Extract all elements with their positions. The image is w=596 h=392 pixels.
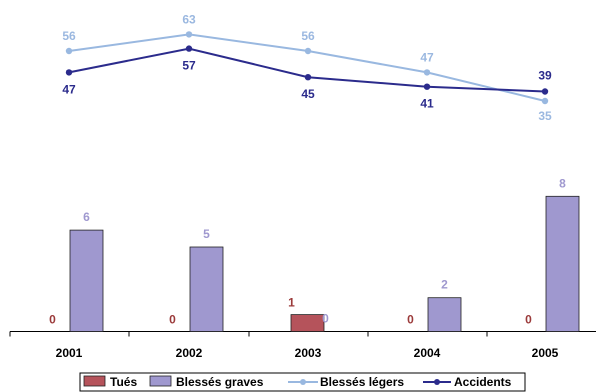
legend-label-blesses-legers: Blessés légers (320, 375, 404, 389)
x-tick-label: 2003 (295, 346, 322, 360)
line-point (65, 69, 73, 76)
line-point (423, 69, 431, 76)
bar-blesses-graves (69, 229, 104, 332)
line-point (541, 97, 549, 105)
line-data-label: 57 (182, 59, 196, 73)
line-data-label: 41 (420, 97, 434, 111)
bar-data-label-tues: 0 (407, 313, 414, 327)
bar-data-label-blesses-graves: 2 (441, 278, 448, 292)
legend-marker-blesses-legers (300, 379, 306, 385)
line-data-label: 47 (420, 50, 434, 64)
line-point (304, 74, 312, 81)
bar-data-label-tues: 0 (169, 313, 176, 327)
line-data-label: 63 (182, 12, 196, 26)
line-data-label: 56 (62, 29, 76, 43)
line-data-label: 47 (62, 82, 76, 96)
legend-label-blesses-graves: Blessés graves (176, 375, 264, 389)
x-tick-label: 2005 (532, 346, 559, 360)
bar-data-label-blesses-graves: 8 (559, 176, 566, 190)
bar-data-label-tues: 1 (288, 296, 295, 310)
legend: Tués Blessés graves Blessés légers Accident… (79, 372, 526, 392)
bar-blesses-graves (545, 195, 580, 332)
bar-data-label-tues: 0 (49, 313, 56, 327)
line-chart: 56 63 56 47 35 47 57 45 41 39 (62, 12, 552, 123)
line-data-label: 35 (538, 109, 552, 123)
line-data-label: 39 (538, 69, 552, 83)
line-data-label: 56 (301, 29, 315, 43)
bar-data-label-tues: 0 (525, 313, 532, 327)
line-point (304, 47, 312, 55)
bar-data-label-blesses-graves: 0 (322, 312, 329, 326)
legend-label-tues: Tués (110, 375, 137, 389)
legend-label-accidents: Accidents (454, 375, 512, 389)
line-point (185, 45, 193, 52)
bar-tues (290, 314, 325, 332)
series-line-accidents (68, 47, 546, 93)
line-data-label: 45 (301, 87, 315, 101)
x-tick-label: 2001 (56, 346, 83, 360)
legend-swatch-blesses-graves (149, 375, 172, 387)
x-tick-label: 2004 (414, 346, 441, 360)
bar-blesses-graves (189, 246, 224, 332)
bar-blesses-graves (427, 297, 462, 332)
line-point (423, 83, 431, 90)
line-point (65, 47, 73, 55)
legend-swatch-tues (83, 375, 106, 387)
line-point (541, 88, 549, 95)
line-point (185, 31, 193, 38)
x-tick-label: 2002 (176, 346, 203, 360)
legend-marker-accidents (434, 379, 440, 385)
bar-data-label-blesses-graves: 5 (203, 227, 210, 241)
bar-data-label-blesses-graves: 6 (83, 210, 90, 224)
